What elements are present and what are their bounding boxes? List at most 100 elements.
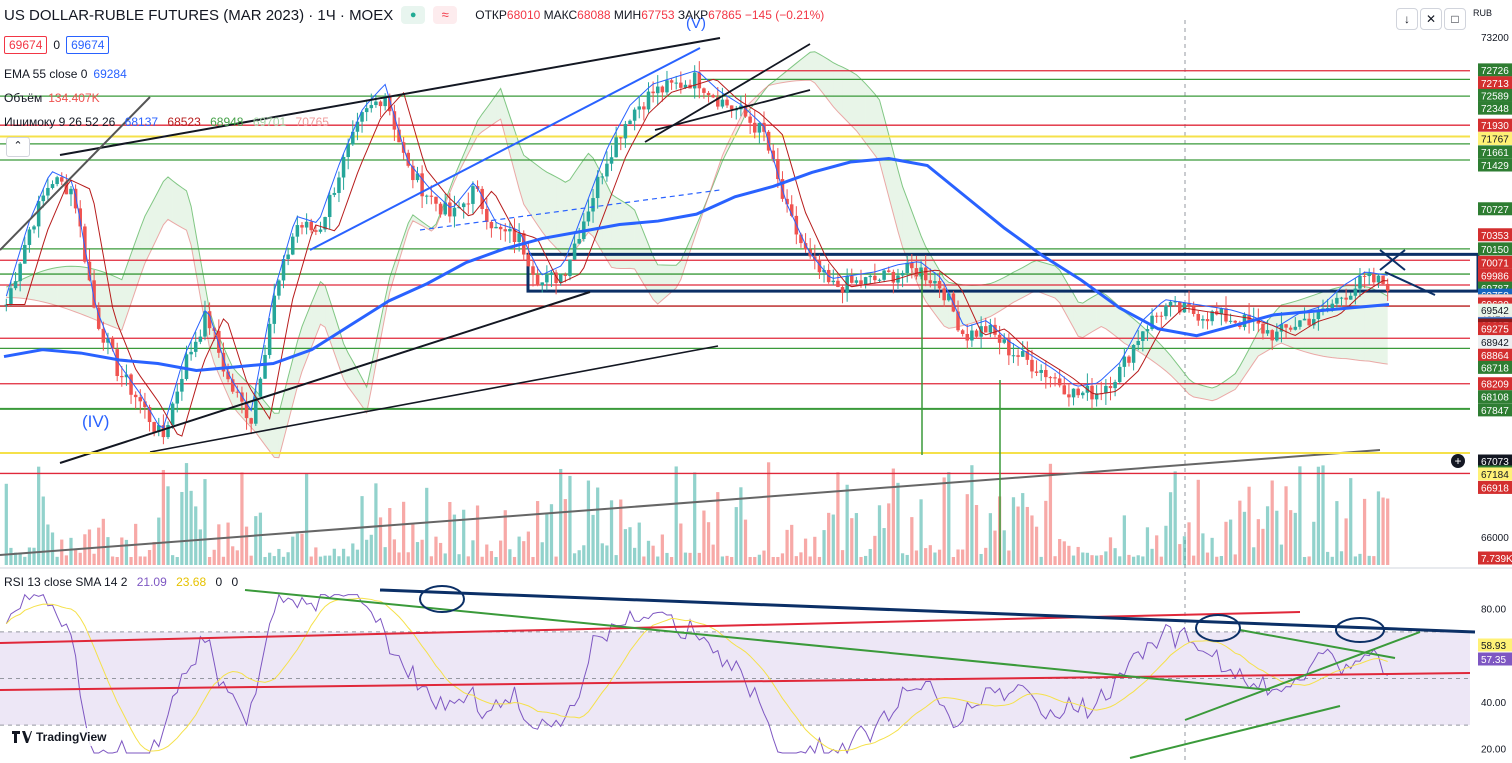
- volume-bar: [55, 556, 59, 565]
- candle-body: [337, 177, 341, 193]
- candle-body: [914, 268, 919, 277]
- volume-bar: [900, 553, 905, 565]
- volume-bar: [757, 554, 761, 565]
- collapse-legend-button[interactable]: ⌃: [6, 137, 30, 157]
- volume-bar: [115, 557, 119, 565]
- scroll-down-icon[interactable]: ↓: [1396, 8, 1418, 30]
- candle-body: [364, 108, 369, 113]
- add-alert-icon[interactable]: +: [1451, 454, 1465, 468]
- rsi-legend[interactable]: RSI 13 close SMA 14 2 21.09 23.68 0 0: [4, 575, 239, 589]
- candle-body: [323, 217, 327, 230]
- volume-bar: [73, 549, 78, 565]
- ichimoku-cloud-segment: [616, 197, 621, 269]
- candle-body: [900, 272, 905, 276]
- volume-bar: [790, 524, 794, 565]
- volume-bar: [910, 517, 914, 565]
- price-label-bg: [1478, 335, 1512, 349]
- volume-bar: [485, 544, 489, 565]
- ichimoku-cloud-segment: [1193, 382, 1199, 398]
- ichimoku-cloud-segment: [630, 206, 635, 269]
- volume-bar: [23, 556, 27, 565]
- candle-body: [933, 281, 937, 284]
- candle-body: [424, 195, 429, 197]
- data-delay-icon[interactable]: ≈: [433, 6, 458, 24]
- volume-bar: [776, 556, 780, 565]
- tradingview-logo[interactable]: TradingView: [8, 728, 111, 746]
- volume-bar: [1293, 512, 1297, 565]
- market-status-icon[interactable]: ●: [401, 6, 426, 24]
- ichimoku-cloud-segment: [491, 94, 497, 126]
- volume-bar: [891, 468, 895, 565]
- ichimoku-cloud-segment: [1212, 386, 1217, 401]
- volume-legend[interactable]: Объём 134.407K: [4, 91, 100, 105]
- volume-bar: [69, 537, 73, 565]
- rsi-sma-line: [5, 597, 1388, 752]
- candle-body: [905, 262, 909, 273]
- volume-bar: [92, 553, 96, 565]
- candle-body: [937, 281, 942, 289]
- candle-body: [854, 280, 859, 283]
- symbol-title[interactable]: US DOLLAR-RUBLE FUTURES (MAR 2023) · 1Ч …: [4, 6, 394, 24]
- buy-button[interactable]: 69674: [66, 36, 110, 54]
- volume-bar: [4, 483, 8, 565]
- ichimoku-cloud-segment: [1323, 290, 1328, 357]
- candle-body: [619, 137, 623, 139]
- maximize-icon[interactable]: □: [1444, 8, 1466, 30]
- change-value: −145 (−0.21%): [744, 8, 825, 22]
- volume-bar: [827, 512, 831, 565]
- candle-body: [877, 279, 882, 281]
- candle-body: [1312, 319, 1316, 326]
- candle-body: [983, 326, 988, 333]
- volume-bar: [314, 547, 318, 565]
- candle-body: [1062, 385, 1067, 395]
- candle-body: [73, 188, 78, 209]
- volume-bar: [905, 554, 909, 565]
- volume-bar: [868, 548, 872, 565]
- sell-button[interactable]: 69674: [4, 36, 48, 54]
- ichimoku-cloud-segment: [135, 228, 141, 290]
- volume-bar: [937, 549, 942, 565]
- candle-body: [1164, 305, 1168, 317]
- candle-body: [147, 407, 152, 423]
- price-label-bg: [1478, 360, 1512, 374]
- price-label-bg: [1478, 322, 1512, 336]
- ema-legend[interactable]: EMA 55 close 0 69284: [4, 67, 127, 81]
- volume-bar: [281, 556, 286, 565]
- candle-body: [281, 259, 286, 281]
- volume-bar: [152, 541, 156, 565]
- volume-bar: [129, 556, 133, 565]
- candle-body: [1025, 351, 1030, 360]
- volume-bar: [448, 501, 452, 565]
- volume-bar: [1302, 556, 1307, 565]
- volume-bar: [1095, 555, 1099, 565]
- volume-bar: [1275, 510, 1279, 565]
- candle-body: [327, 194, 332, 218]
- volume-bar: [1099, 555, 1103, 565]
- rsi-trend-line: [244, 589, 1271, 691]
- candle-body: [1201, 319, 1205, 321]
- ichimoku-cloud-segment: [463, 143, 469, 163]
- ichimoku-legend[interactable]: Ишимоку 9 26 52 26 68137 68523 68948 697…: [4, 115, 329, 129]
- ichimoku-cloud-segment: [625, 203, 631, 269]
- candle-body: [1302, 318, 1307, 321]
- candle-body: [1358, 275, 1362, 289]
- volume-bar: [378, 517, 383, 565]
- ichimoku-cloud-segment: [551, 174, 557, 248]
- rsi-axis-label: 20.00: [1481, 744, 1506, 755]
- ichimoku-cloud-segment: [1202, 385, 1208, 400]
- volume-bar: [877, 505, 882, 565]
- volume-bar: [642, 556, 646, 565]
- ichimoku-cloud-segment: [643, 232, 649, 292]
- collapse-icon[interactable]: ✕: [1420, 8, 1442, 30]
- volume-bar: [1108, 537, 1113, 565]
- volume-bar: [831, 514, 835, 565]
- ichimoku-cloud-segment: [177, 184, 182, 228]
- ichimoku-cloud-segment: [1050, 264, 1056, 299]
- volume-bar: [572, 553, 577, 565]
- candle-body: [300, 225, 304, 228]
- volume-bar: [669, 556, 674, 565]
- candle-body: [434, 196, 438, 204]
- candle-body: [106, 338, 110, 343]
- volume-bar: [1187, 522, 1191, 565]
